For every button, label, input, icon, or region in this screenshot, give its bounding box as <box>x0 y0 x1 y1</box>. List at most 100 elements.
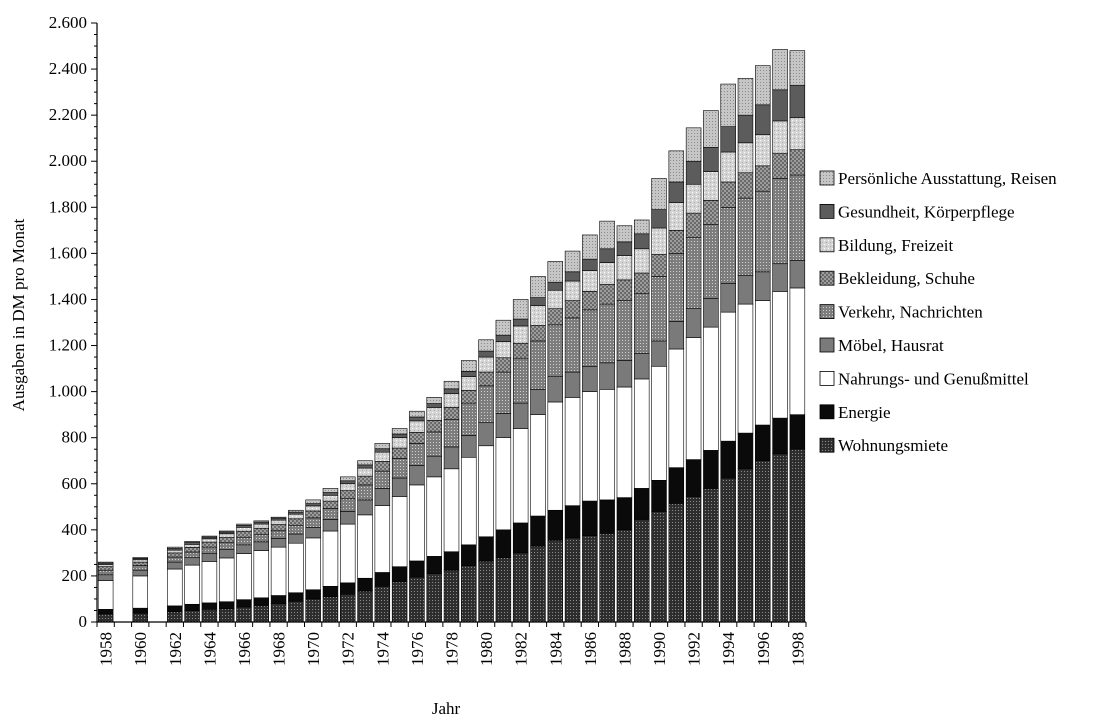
bar-segment <box>426 431 442 457</box>
bar-segment <box>322 488 339 493</box>
bar-segment <box>201 535 218 538</box>
bar-segment <box>97 609 114 615</box>
bar-segment <box>651 511 667 623</box>
x-tick-label: 1992 <box>685 632 704 666</box>
bar-segment <box>651 365 667 481</box>
bar-segment <box>374 585 391 623</box>
bar-segment <box>132 559 148 563</box>
x-tick-label: 1968 <box>270 632 289 666</box>
plot-area <box>97 49 806 623</box>
bar-segment <box>685 160 702 185</box>
bar-segment <box>461 456 477 546</box>
legend-swatch <box>819 170 835 186</box>
y-tick-label: 1.800 <box>49 197 87 216</box>
bar-segment <box>322 585 339 597</box>
bar-segment <box>167 556 183 563</box>
bar-segment <box>357 484 373 501</box>
bar-segment <box>755 190 771 273</box>
bar-segment <box>340 523 356 584</box>
bar-segment <box>564 280 581 301</box>
bar-segment <box>789 117 806 151</box>
bar-segment <box>737 172 754 199</box>
bar-segment <box>651 480 667 512</box>
bar-segment <box>443 393 460 408</box>
bar-segment <box>167 546 183 549</box>
bar-segment <box>201 602 218 610</box>
bar-segment <box>599 220 615 250</box>
bar-segment <box>184 557 200 566</box>
bar-segment <box>755 460 771 623</box>
bar-segment <box>564 271 581 282</box>
bar-segment <box>720 311 736 442</box>
bar-segment <box>409 416 425 422</box>
y-tick-label: 1.200 <box>49 336 87 355</box>
bar-segment <box>651 209 667 229</box>
bar-segment <box>720 207 736 284</box>
bar-segment <box>270 519 287 525</box>
bar-segment <box>737 303 754 434</box>
bar-segment <box>495 529 512 558</box>
bar-segment <box>616 386 633 498</box>
bar-segment <box>97 574 114 581</box>
bar-segment <box>426 397 442 404</box>
bar-segment <box>253 520 270 523</box>
bar-segment <box>633 488 650 520</box>
bar-segment <box>374 443 391 450</box>
bar-segment <box>478 356 494 373</box>
legend-label: Möbel, Hausrat <box>838 336 944 355</box>
bar-segment <box>236 527 252 532</box>
bar-segment <box>184 564 200 605</box>
bar-segment <box>357 499 373 516</box>
bar-segment <box>772 178 788 265</box>
bar-segment <box>305 537 321 591</box>
bar-segment <box>461 565 477 623</box>
bar-segment <box>184 610 200 623</box>
bar-segment <box>426 573 442 623</box>
bar-segment <box>478 536 494 562</box>
bar-segment <box>305 517 321 528</box>
y-tick-label: 2.200 <box>49 105 87 124</box>
bar-segment <box>789 149 806 176</box>
legend-label: Bekleidung, Schuhe <box>838 269 975 288</box>
bar-segment <box>633 272 650 295</box>
bar-segment <box>703 200 719 225</box>
y-tick-label: 2.400 <box>49 59 87 78</box>
bar-segment <box>651 340 667 367</box>
bar-segment <box>184 551 200 559</box>
bar-segment <box>789 174 806 261</box>
bar-segment <box>167 605 183 612</box>
bar-segment <box>270 603 287 623</box>
bar-segment <box>512 325 529 344</box>
bar-segment <box>668 181 685 204</box>
bar-segment <box>720 477 736 623</box>
bar-segment <box>755 165 771 192</box>
bar-segment <box>167 552 183 558</box>
bar-segment <box>253 597 270 606</box>
x-tick-label: 1984 <box>546 632 565 667</box>
bar-segment <box>236 524 252 528</box>
bar-segment <box>599 532 615 623</box>
bar-segment <box>218 549 235 559</box>
bar-segment <box>426 420 442 433</box>
bar-segment <box>512 342 529 359</box>
bar-segment <box>512 318 529 327</box>
legend-label: Verkehr, Nachrichten <box>838 303 983 322</box>
bar-segment <box>703 171 719 201</box>
bar-segment <box>97 561 114 564</box>
bar-segment <box>651 276 667 342</box>
bar-segment <box>443 551 460 571</box>
bar-segment <box>668 348 685 468</box>
bar-segment <box>218 542 235 550</box>
bar-segment <box>374 470 391 489</box>
bar-segment <box>668 503 685 623</box>
bar-segment <box>253 541 270 551</box>
bar-segment <box>426 455 442 478</box>
bar-segment <box>547 539 563 623</box>
bar-segment <box>253 550 270 599</box>
bar-segment <box>737 197 754 276</box>
bar-segment <box>201 546 218 554</box>
bar-segment <box>443 468 460 553</box>
bar-segment <box>789 448 806 623</box>
bar-segment <box>564 371 581 398</box>
